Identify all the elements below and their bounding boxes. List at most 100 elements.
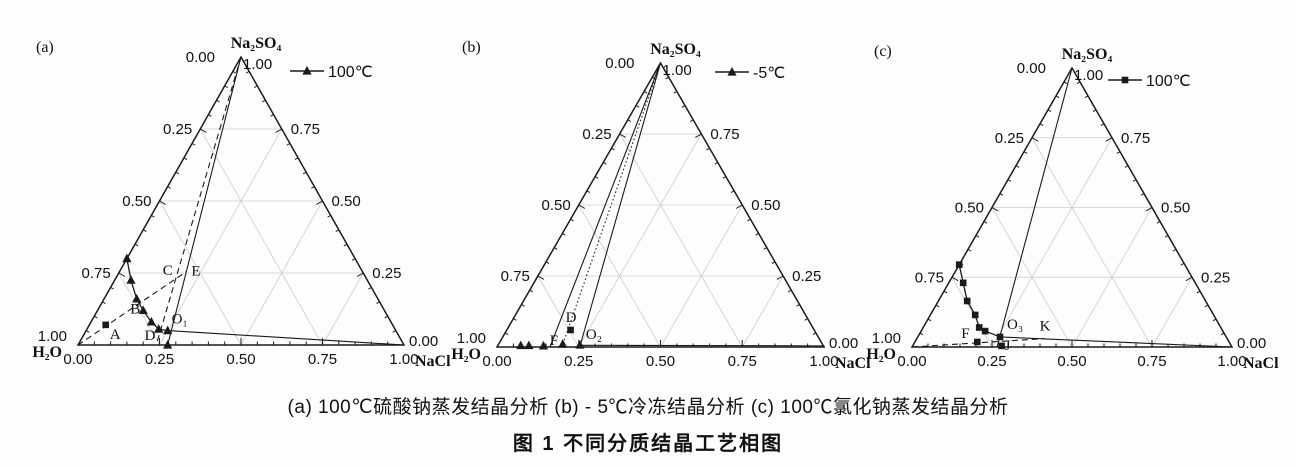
vertex-label-nacl: NaCl [415, 353, 451, 370]
point-label: D [566, 310, 577, 326]
panel-label: (b) [462, 39, 481, 56]
vertex-labels: Na₂SO₄ H₂O NaCl [866, 46, 1279, 372]
square-marker [998, 342, 1005, 350]
right-tick-label: 0.50 [332, 193, 361, 210]
triangle-marker [302, 66, 312, 75]
triangle-marker [727, 67, 737, 76]
ternary-panels-row: A B C E D O₁ 0.25 0.50 0.75 0.75 0.50 0.25 0.00 0.25 0… [32, 35, 1279, 372]
series-line [126, 258, 168, 332]
grid-lines [118, 128, 364, 346]
square-marker [975, 324, 983, 331]
vertex-label-h2o: H₂O [866, 346, 896, 363]
square-marker [996, 333, 1004, 341]
series-solubility-curve-100C [122, 253, 173, 335]
series-point-J [998, 342, 1005, 350]
right-axis-end-label: 0.00 [829, 335, 858, 352]
bottom-tick-label: 1.00 [389, 351, 418, 368]
right-tick-label: 0.25 [372, 265, 401, 282]
bottom-tick-label: 0.00 [482, 353, 511, 370]
vertex-label-na2so4: Na₂SO₄ [231, 35, 282, 52]
dashed-line [77, 271, 187, 346]
right-tick-label: 0.50 [1161, 200, 1190, 217]
vertex-labels: Na₂SO₄ H₂O NaCl [451, 41, 871, 372]
point-labels: DF O₂ [550, 310, 602, 349]
triangle-marker [538, 340, 549, 350]
solid-line [167, 330, 405, 346]
series-freezing-points [516, 339, 585, 350]
panel-label: (c) [874, 43, 892, 60]
legend-label: -5℃ [753, 65, 785, 82]
apex-right-tick-label: 1.00 [243, 56, 272, 73]
point-label: O₃ [1007, 317, 1023, 333]
point-label: A [110, 327, 121, 343]
left-tick-label: 0.75 [501, 268, 530, 285]
legend-label: 100℃ [328, 64, 373, 81]
point-label: J [1005, 338, 1011, 354]
legend: -5℃ [715, 65, 785, 82]
point-label: D [145, 328, 156, 344]
bottom-tick-label: 0.25 [564, 353, 593, 370]
apex-right-tick-label: 1.00 [1074, 67, 1103, 84]
square-marker [973, 338, 981, 346]
subcaption-line: (a) 100℃硫酸钠蒸发结晶分析 (b) - 5℃冷冻结晶分析 (c) 100… [287, 397, 1009, 418]
solid-line [579, 344, 825, 347]
legend-label: 100℃ [1146, 73, 1191, 90]
vertex-label-na2so4: Na₂SO₄ [650, 41, 701, 58]
grid-lines [537, 133, 784, 348]
apex-left-tick-label: 0.00 [1017, 60, 1046, 77]
bottom-tick-label: 0.00 [63, 351, 92, 368]
legend: 100℃ [290, 64, 373, 81]
series-point-D [567, 326, 574, 334]
vertex-label-h2o: H₂O [451, 346, 481, 363]
ternary-diagram-b: DF O₂ 0.25 0.50 0.75 0.75 0.50 0.25 0.00 0.25 0.50… [451, 39, 871, 372]
tick-labels: 0.25 0.50 0.75 0.75 0.50 0.25 0.00 0.25 0.50 0.75… [872, 60, 1266, 370]
point-label: O₁ [172, 312, 188, 328]
solid-line [999, 336, 1233, 348]
tick-labels: 0.25 0.50 0.75 0.75 0.50 0.25 0.00 0.25 0.50 0.75… [38, 49, 438, 368]
bottom-tick-label: 0.25 [977, 353, 1006, 370]
triangle-marker [154, 324, 164, 333]
apex-left-tick-label: 0.00 [605, 55, 634, 72]
right-tick-label: 0.75 [710, 126, 739, 143]
bottom-tick-label: 0.50 [226, 351, 255, 368]
left-tick-label: 0.50 [955, 200, 984, 217]
left-tick-label: 0.25 [995, 130, 1024, 147]
solid-line [549, 62, 662, 348]
solid-line [996, 67, 1073, 348]
point-label: O₂ [586, 327, 602, 343]
bottom-tick-label: 1.00 [809, 353, 838, 370]
bottom-tick-label: 0.25 [145, 351, 174, 368]
vertex-label-nacl: NaCl [835, 355, 871, 372]
triangle-marker [122, 253, 132, 263]
ternary-triangle-frame [495, 61, 826, 348]
point-labels: AB C E D O₁ [110, 263, 201, 344]
dashed-line [911, 338, 1045, 348]
vertex-label-nacl: NaCl [1243, 355, 1279, 372]
series-point-F [973, 338, 981, 346]
dotted-line [562, 62, 662, 344]
panel-letter: (b) [462, 39, 481, 56]
figure-caption: (a) 100℃硫酸钠蒸发结晶分析 (b) - 5℃冷冻结晶分析 (c) 100… [0, 392, 1296, 456]
square-marker [567, 326, 574, 334]
tie-lines [549, 62, 825, 348]
bottom-tick-label: 0.50 [646, 353, 675, 370]
triangle-marker [138, 305, 148, 315]
triangle-marker [524, 340, 534, 350]
left-axis-end-label: 1.00 [457, 330, 486, 347]
right-tick-label: 0.75 [291, 121, 320, 138]
triangle-marker [163, 340, 173, 349]
triangle-marker [132, 293, 142, 303]
point-label: F [550, 333, 558, 349]
square-marker [102, 321, 110, 329]
left-tick-label: 0.25 [582, 126, 611, 143]
tie-lines [911, 67, 1233, 348]
series-solubility-curve-100C [955, 261, 1004, 341]
solid-line [579, 62, 662, 348]
triangle-marker [163, 325, 173, 335]
left-tick-label: 0.75 [82, 265, 111, 282]
left-tick-label: 0.50 [122, 193, 151, 210]
triangle-marker [146, 316, 156, 326]
square-marker [1121, 76, 1129, 84]
square-marker [963, 297, 971, 305]
